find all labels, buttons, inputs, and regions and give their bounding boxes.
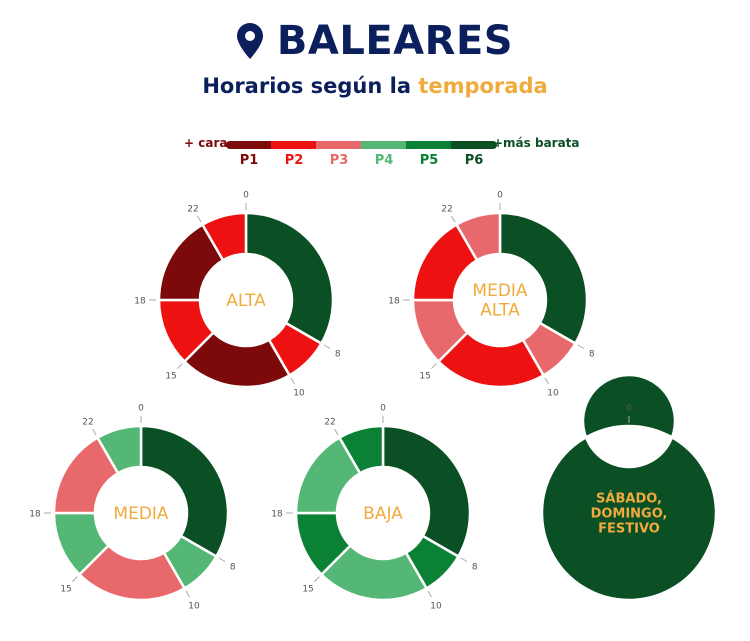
tick-mark	[92, 428, 97, 436]
donut-center-label: BAJA	[363, 504, 403, 524]
tick-label: 8	[335, 350, 341, 360]
donut-segment-p6	[381, 424, 472, 559]
legend-label-p1: P1	[239, 153, 259, 168]
tick-label: 0	[138, 404, 144, 414]
tick-label: 10	[188, 601, 200, 611]
price-legend: + cara +más barata P1 P2 P3 P4 P5 P6	[0, 136, 750, 176]
tick-mark	[72, 576, 78, 582]
tick-mark	[177, 363, 183, 369]
donut-center-label-line: ALTA	[226, 291, 266, 311]
title-row: BALEARES	[236, 18, 514, 64]
tick-label: 8	[589, 350, 595, 360]
legend-swatch-p1	[226, 141, 272, 149]
legend-swatch-p4	[361, 141, 407, 149]
donut-center-label-line: BAJA	[363, 504, 403, 524]
donut-center-label: MEDIA	[113, 504, 169, 524]
donut-segment-p6	[139, 424, 230, 559]
donut-chart-1: 0 8 10 15 18 22 ALTA	[134, 191, 341, 399]
tick-label: 15	[302, 584, 313, 594]
tick-label: 0	[497, 191, 503, 201]
donut-center-label-line: SÁBADO,	[596, 491, 662, 507]
header: BALEARES Horarios según la temporada	[0, 18, 750, 98]
donut-center-label-line: MEDIA	[472, 281, 528, 301]
tick-label: 10	[293, 388, 305, 398]
legend-swatch-p6	[451, 141, 497, 149]
page-subtitle: Horarios según la temporada	[0, 74, 750, 98]
tick-mark	[451, 215, 456, 223]
subtitle-accent: temporada	[418, 74, 548, 98]
tick-label: 10	[430, 601, 442, 611]
donut-chart-4: 0 8 10 15 18 22 BAJA	[271, 404, 478, 612]
donut-chart-3: 0 8 10 15 18 22 MEDIA	[29, 404, 236, 612]
donut-segment-p4	[95, 424, 143, 475]
tick-label: 10	[547, 388, 559, 398]
tick-label: 15	[165, 371, 176, 381]
donut-center-label-line: MEDIA	[113, 504, 169, 524]
legend-swatch-p2	[271, 141, 317, 149]
tick-mark	[218, 557, 226, 562]
tick-mark	[197, 215, 202, 223]
tick-mark	[431, 363, 437, 369]
subtitle-text: Horarios según la	[202, 74, 419, 98]
tick-label: 18	[388, 297, 400, 307]
legend-swatch-p3	[316, 141, 362, 149]
legend-cheap-label: +más barata	[493, 136, 580, 150]
donut-center-label-line: ALTA	[480, 301, 520, 321]
tick-label: 22	[324, 418, 335, 428]
legend-label-p5: P5	[419, 153, 439, 168]
legend-expensive-label: + cara	[184, 136, 228, 150]
legend-swatch-p5	[406, 141, 452, 149]
donut-center-label: MEDIA ALTA	[472, 281, 528, 321]
tick-label: 8	[230, 563, 236, 573]
tick-label: 0	[380, 404, 386, 414]
tick-mark	[185, 590, 190, 598]
tick-label: 22	[187, 205, 198, 215]
donut-center-label: ALTA	[226, 291, 266, 311]
tick-mark	[427, 590, 432, 598]
page-title: BALEARES	[276, 18, 514, 64]
donut-chart-2: 0 8 10 15 18 22 MEDIA ALTA	[388, 191, 595, 399]
donut-segment-p6	[498, 211, 589, 346]
location-pin-icon	[236, 23, 263, 59]
tick-mark	[577, 344, 585, 349]
donut-segment-p6	[244, 211, 335, 346]
donut-center-label-line: DOMINGO,	[591, 507, 668, 522]
tick-label: 22	[441, 205, 452, 215]
legend-label-p6: P6	[464, 153, 484, 168]
tick-label: 18	[29, 510, 41, 520]
legend-label-p2: P2	[284, 153, 304, 168]
donut-chart-5: 0 SÁBADO, DOMINGO, FESTIVO	[540, 373, 718, 602]
tick-label: 22	[82, 418, 93, 428]
donut-center-label-line: FESTIVO	[598, 522, 660, 537]
donut-segment-p5	[337, 424, 385, 475]
legend-label-p3: P3	[329, 153, 349, 168]
donut-center-label: SÁBADO, DOMINGO, FESTIVO	[591, 491, 668, 537]
tick-mark	[334, 428, 339, 436]
tick-label: 8	[472, 563, 478, 573]
tick-mark	[460, 557, 468, 562]
tick-label: 15	[60, 584, 71, 594]
tick-label: 0	[626, 404, 632, 414]
tick-mark	[290, 377, 295, 385]
tick-label: 18	[134, 297, 146, 307]
tick-mark	[323, 344, 331, 349]
legend-label-p4: P4	[374, 153, 394, 168]
donut-segment-p3	[454, 211, 502, 262]
donut-segment-p6	[540, 373, 718, 602]
donut-segment-p2	[200, 211, 248, 262]
tick-label: 15	[419, 371, 430, 381]
tick-mark	[544, 377, 549, 385]
tick-mark	[314, 576, 320, 582]
tick-label: 18	[271, 510, 283, 520]
tick-label: 0	[243, 191, 249, 201]
